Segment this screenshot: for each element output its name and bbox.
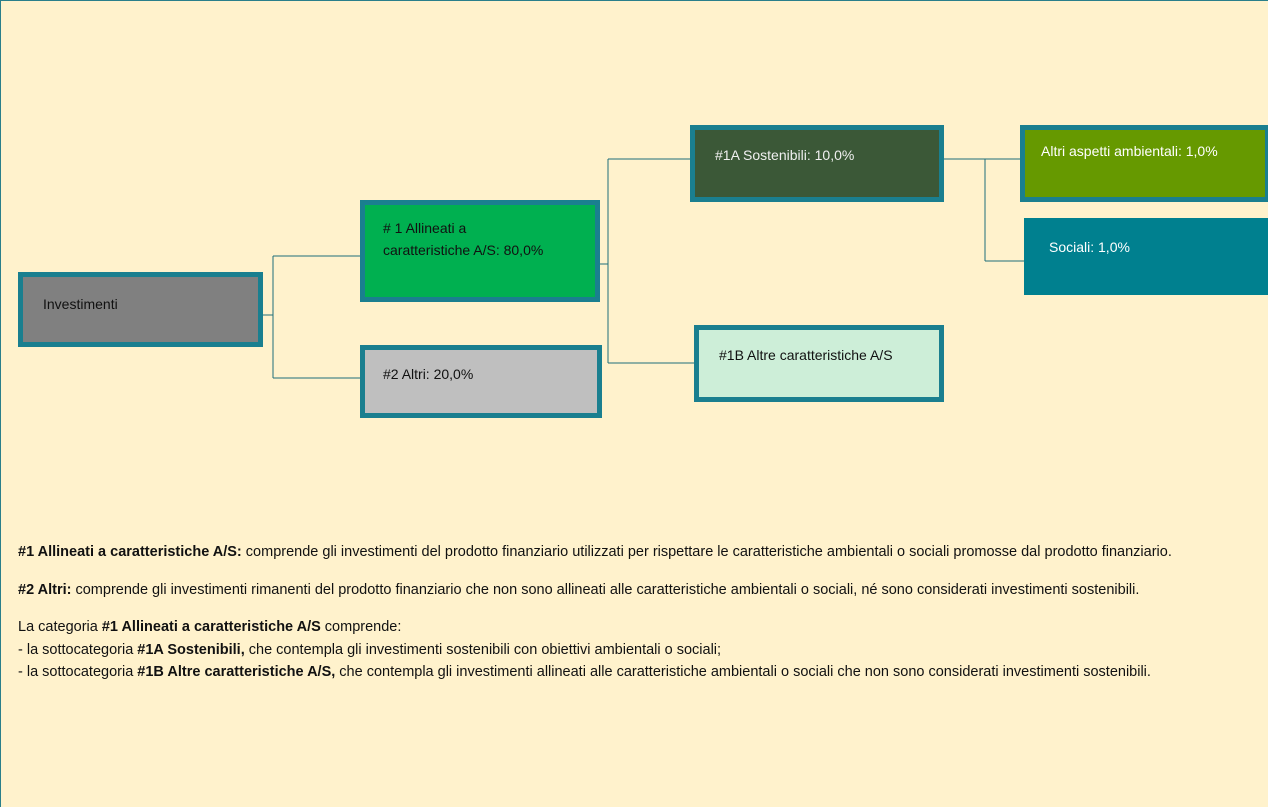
bold-text: #1A Sostenibili, (137, 641, 245, 658)
text: che contempla gli investimenti sostenibi… (244, 641, 722, 658)
node: # 1 Allineati a caratteristiche A/S: 80,… (360, 200, 600, 302)
text: - la sottocategoria (18, 641, 138, 658)
bold-text: #2 Altri: (18, 581, 72, 598)
text: comprende gli investimenti del prodotto … (241, 544, 1172, 560)
node: #1A Sostenibili: 10,0% (690, 125, 944, 202)
bold-text: #1 Allineati a caratteristiche A/S (101, 619, 321, 635)
node: Sociali: 1,0% (1024, 218, 1268, 295)
node: #2 Altri: 20,0% (360, 345, 602, 418)
note-line: #2 Altri: comprende gli investimenti rim… (18, 579, 1248, 602)
note-paragraph: La categoria #1 Allineati a caratteristi… (18, 616, 1248, 684)
text: La categoria (18, 619, 102, 635)
text: comprende gli investimenti rimanenti del… (71, 581, 1140, 598)
node-label: Altri aspetti ambientali: 1,0% (1041, 143, 1218, 159)
node-label: # 1 Allineati a caratteristiche A/S: 80,… (383, 220, 544, 258)
node: #1B Altre caratteristiche A/S (694, 325, 944, 402)
node-label: #1B Altre caratteristiche A/S (719, 347, 893, 363)
bold-text: #1 Allineati a caratteristiche A/S: (18, 544, 242, 560)
node: Investimenti (18, 272, 263, 347)
note-paragraph: #1 Allineati a caratteristiche A/S: comp… (18, 541, 1248, 564)
text: - la sottocategoria (18, 664, 138, 680)
note-line: - la sottocategoria #1B Altre caratteris… (18, 661, 1248, 684)
bold-text: #1B Altre caratteristiche A/S, (137, 664, 336, 680)
text: che contempla gli investimenti allineati… (335, 664, 1151, 680)
note-line: #1 Allineati a caratteristiche A/S: comp… (18, 541, 1248, 564)
text: comprende: (320, 619, 402, 635)
note-line: La categoria #1 Allineati a caratteristi… (18, 616, 1248, 639)
note-paragraph: #2 Altri: comprende gli investimenti rim… (18, 579, 1248, 602)
node: Altri aspetti ambientali: 1,0% (1020, 125, 1268, 202)
notes: #1 Allineati a caratteristiche A/S: comp… (18, 541, 1248, 699)
note-line: - la sottocategoria #1A Sostenibili, che… (18, 639, 1248, 662)
